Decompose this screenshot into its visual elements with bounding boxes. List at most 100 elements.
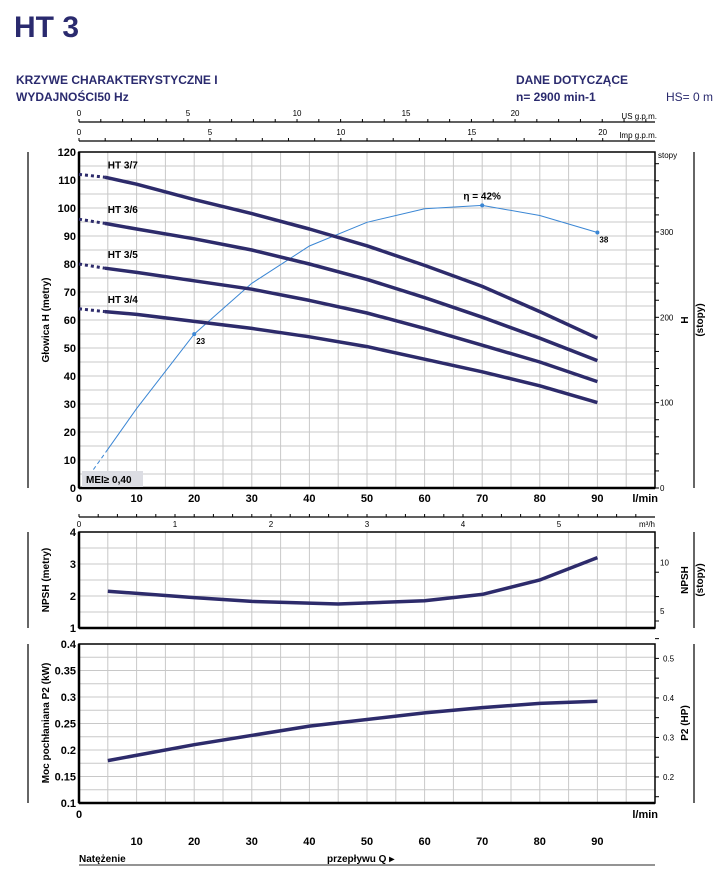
head-curve-HT-3-6 — [104, 221, 599, 363]
footer-x-tick: 20 — [188, 836, 200, 848]
footer-x-tick: 90 — [591, 836, 603, 848]
p2-right-title: P2 (HP) — [680, 705, 691, 741]
efficiency-curve — [107, 204, 598, 450]
x-tick-label: 70 — [476, 493, 488, 505]
y-tick-label: 100 — [58, 203, 76, 215]
y-tick-label: 80 — [64, 259, 76, 271]
p2-right-tick-label: 0.3 — [663, 733, 675, 742]
p2-x-zero: 0 — [76, 809, 82, 821]
x-tick-label: 50 — [361, 493, 373, 505]
npsh-axis-title: NPSH (metry) — [41, 548, 52, 612]
efficiency-marker — [480, 203, 485, 208]
x-tick-label: 10 — [130, 493, 142, 505]
top-axis-tick-label: 15 — [467, 128, 476, 137]
y-tick-label: 20 — [64, 427, 76, 439]
npsh-right-tick-label: 10 — [660, 558, 669, 567]
m3h-tick-label: 2 — [269, 520, 274, 529]
x-tick-label: 30 — [246, 493, 258, 505]
footer-x-tick: 40 — [303, 836, 315, 848]
p2-curve — [107, 699, 598, 763]
x-tick-label: 60 — [418, 493, 430, 505]
x-tick-label: 20 — [188, 493, 200, 505]
top-axis-unit: US g.p.m. — [621, 112, 657, 121]
efficiency-marker — [595, 230, 600, 235]
x-axis-unit: l/min — [632, 493, 658, 505]
footer-x-tick: 30 — [246, 836, 258, 848]
p2-right-tick-label: 0.5 — [663, 654, 675, 663]
y-tick-label: 60 — [64, 315, 76, 327]
p2-tick-label: 0.15 — [55, 772, 76, 784]
top-axis-tick-label: 0 — [77, 109, 82, 118]
footer-label-mid: przepływu Q ▸ — [327, 854, 395, 865]
head-curve-dotted — [78, 172, 106, 179]
head-curve-dotted — [78, 262, 106, 270]
y-tick-label: 120 — [58, 147, 76, 159]
m3h-tick-label: 5 — [557, 520, 562, 529]
head-curve-dotted — [78, 217, 106, 225]
curve-label: HT 3/6 — [108, 205, 138, 216]
p2-tick-label: 0.3 — [61, 692, 76, 704]
p2-tick-label: 0.25 — [55, 719, 76, 731]
p2-x-unit: l/min — [632, 809, 658, 821]
y-tick-label: 90 — [64, 231, 76, 243]
top-axis-unit: Imp g.p.m. — [619, 131, 657, 140]
model-title: HT 3 — [14, 11, 79, 44]
x-tick-label: 80 — [534, 493, 546, 505]
p2-tick-label: 0.1 — [61, 798, 76, 810]
top-axis-tick-label: 5 — [208, 128, 213, 137]
right-axis-title-2: (stopy) — [695, 303, 706, 336]
speed-label: n= 2900 min-1 — [516, 90, 596, 104]
top-axis-tick-label: 10 — [336, 128, 345, 137]
top-axis-tick-label: 0 — [77, 128, 82, 137]
footer-x-tick: 50 — [361, 836, 373, 848]
footer-x-tick: 80 — [534, 836, 546, 848]
footer-x-tick: 60 — [418, 836, 430, 848]
m3h-tick-label: 1 — [173, 520, 178, 529]
efficiency-marker-label: 23 — [196, 337, 205, 346]
footer-x-tick: 70 — [476, 836, 488, 848]
y-axis-title: Głowica H (metry) — [41, 277, 52, 362]
right-tick-label: 0 — [660, 484, 665, 493]
footer-x-tick: 10 — [130, 836, 142, 848]
npsh-tick-label: 3 — [70, 559, 76, 571]
footer-label-left: Natężenie — [79, 854, 126, 865]
top-axis-tick-label: 20 — [598, 128, 607, 137]
p2-axis-title: Moc pochłaniana P2 (kW) — [41, 663, 52, 784]
subtitle-line2: WYDAJNOŚCI50 Hz — [16, 89, 129, 104]
head-curve-dotted — [78, 307, 106, 314]
efficiency-marker — [192, 332, 197, 337]
top-axis-tick-label: 15 — [402, 109, 411, 118]
mei-label: MEI≥ 0,40 — [86, 475, 132, 486]
mei-badge — [82, 471, 143, 487]
m3h-tick-label: 3 — [365, 520, 370, 529]
p2-right-tick-label: 0.4 — [663, 694, 675, 703]
p2-tick-label: 0.2 — [61, 745, 76, 757]
right-axis-unit: stopy — [658, 151, 677, 160]
right-tick-label: 200 — [660, 313, 674, 322]
right-axis-title: H — [680, 316, 691, 323]
npsh-right-title: NPSH — [680, 566, 691, 594]
data-title: DANE DOTYCZĄCE — [516, 73, 628, 87]
efficiency-peak-label: η = 42% — [463, 191, 501, 202]
x-tick-label: 40 — [303, 493, 315, 505]
top-axis-tick-label: 20 — [511, 109, 520, 118]
npsh-right-title-2: (stopy) — [695, 563, 706, 596]
p2-tick-label: 0.4 — [61, 639, 77, 651]
m3h-tick-label: 4 — [461, 520, 466, 529]
npsh-tick-label: 4 — [70, 527, 77, 539]
top-axis-tick-label: 5 — [186, 109, 191, 118]
p2-tick-label: 0.35 — [55, 666, 76, 678]
m3h-unit: m³/h — [639, 520, 655, 529]
x-tick-label: 0 — [76, 493, 82, 505]
y-tick-label: 10 — [64, 455, 76, 467]
npsh-tick-label: 1 — [70, 623, 76, 635]
head-curve-HT-3-5 — [104, 266, 598, 384]
subtitle-line1: KRZYWE CHARAKTERYSTYCZNE I — [16, 73, 218, 87]
m3h-tick-label: 0 — [77, 520, 82, 529]
x-tick-label: 90 — [591, 493, 603, 505]
y-tick-label: 70 — [64, 287, 76, 299]
npsh-right-tick-label: 5 — [660, 607, 665, 616]
npsh-curve — [107, 555, 599, 606]
right-tick-label: 300 — [660, 228, 674, 237]
